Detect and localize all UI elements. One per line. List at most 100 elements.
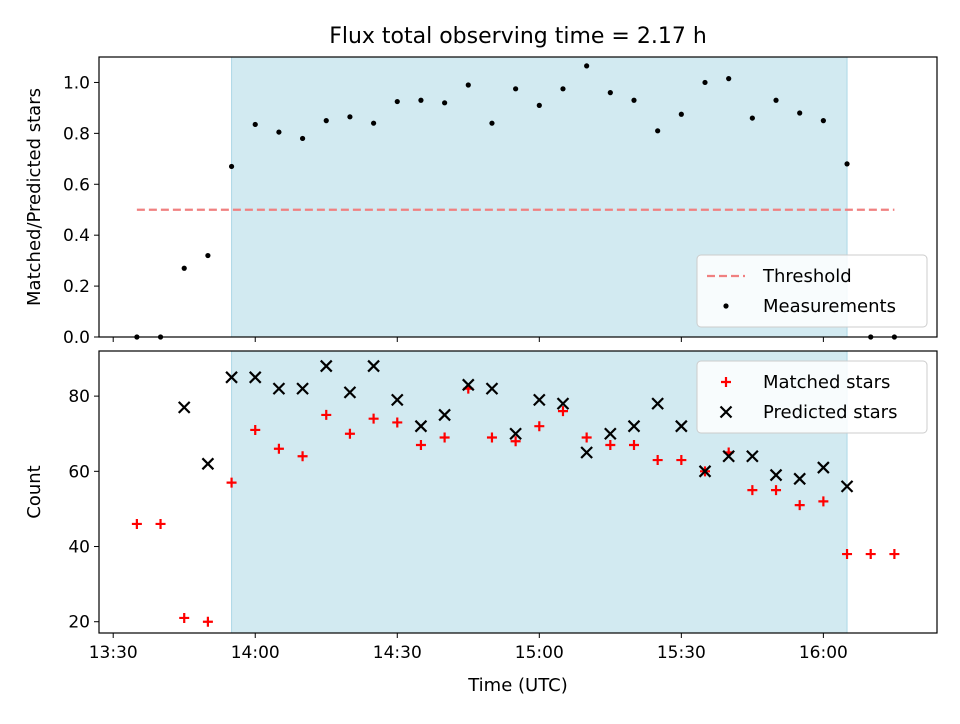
matched-star-marker [392,417,403,428]
predicted-star-marker [675,419,688,433]
x-tick-label: 14:00 [231,643,280,663]
matched-star-marker [155,518,166,529]
predicted-star-marker [651,397,664,410]
matched-star-marker [344,428,355,439]
matched-star-marker [486,432,497,443]
measurement-point [723,303,729,309]
matched-star-marker [534,421,545,432]
measurement-point [655,128,661,134]
chart-title: Flux total observing time = 2.17 h [329,24,707,49]
matched-star-marker [676,455,687,466]
legend: Threshold Measurements [696,254,928,328]
legend-box [696,360,928,434]
x-tick-label: 14:30 [373,643,422,663]
measurement-point [702,79,708,86]
measurement-point [536,102,542,108]
matched-star-marker [202,616,213,627]
y-tick-label: 1.0 [63,73,90,93]
matched-star-marker [747,485,758,496]
predicted-star-marker [462,378,475,392]
predicted-star-marker [746,450,759,463]
matched-star-marker [794,500,805,511]
predicted-star-marker [177,401,191,414]
predicted-star-marker [248,371,262,384]
measurement-point [726,76,732,82]
x-tick-label: 13:30 [89,643,138,663]
legend-label: Threshold [762,266,852,287]
measurement-point [205,252,211,259]
matched-star-marker [368,413,379,424]
measurement-point [418,97,424,103]
predicted-star-marker [769,468,783,482]
measurement-point [323,118,329,124]
matched-star-marker [652,455,663,466]
measurement-point [347,114,353,120]
predicted-star-marker [817,461,830,474]
measurement-point [228,163,235,170]
measurement-point [252,121,258,128]
y-axis-label: Count [24,465,45,518]
predicted-star-marker [225,371,238,384]
measurement-point [181,265,187,271]
measurement-point [442,100,448,106]
predicted-star-marker [722,450,735,463]
predicted-star-marker [343,386,357,399]
matched-star-marker [439,432,450,443]
measurement-point [607,90,613,96]
y-tick-label: 0.0 [63,328,90,348]
legend-label: Predicted stars [763,402,897,423]
measurement-point [560,86,566,92]
ratio-panel: 0.0 0.2 0.4 0.6 0.8 1.0 Matched/Predicted star… [24,56,938,348]
matched-star-marker [297,451,308,462]
matched-star-marker [721,377,731,387]
x-axis-label: Time (UTC) [467,675,568,696]
matched-star-marker [865,549,876,560]
predicted-star-marker [201,457,215,471]
measurement-point [773,97,779,103]
predicted-star-marker [604,427,617,440]
axes-frame [98,350,938,634]
measurement-point [678,111,684,117]
measurement-point [489,120,495,126]
predicted-star-marker [533,393,546,407]
matched-star-marker [628,440,639,450]
x-tick-label: 15:30 [657,643,706,663]
legend-label: Measurements [763,296,896,317]
matched-star-marker [605,440,616,450]
axes-frame [98,56,938,338]
measurement-point [370,120,377,126]
measurement-point [584,63,590,69]
matched-star-marker [557,406,568,417]
predicted-star-marker [272,382,286,395]
matched-star-marker [581,432,592,443]
matched-star-marker [131,518,142,529]
measurement-point [276,129,282,135]
matched-star-marker [250,424,261,435]
measurement-point [513,86,519,92]
legend: Matched stars Predicted stars [696,360,928,434]
y-axis-label: Matched/Predicted stars [24,88,45,306]
matched-star-marker [818,496,829,507]
matched-star-marker [273,443,284,454]
measurement-point [465,82,471,88]
matched-star-marker [889,549,900,560]
x-tick-label: 15:00 [515,643,564,663]
y-tick-label: 0.8 [63,124,90,144]
x-tick-label: 16:00 [799,643,848,663]
measurement-point [749,115,755,121]
predicted-star-marker [485,382,499,395]
predicted-star-marker [390,393,404,407]
legend-label: Matched stars [763,372,890,393]
predicted-star-marker [438,408,451,422]
predicted-star-marker [367,359,380,373]
measurement-point [844,161,850,167]
measurement-point [631,97,637,103]
predicted-star-marker [509,427,522,440]
measurement-point [394,98,400,105]
predicted-star-marker [296,382,309,395]
matched-star-marker [415,440,426,450]
y-tick-label: 0.6 [63,175,90,195]
y-tick-label: 0.2 [63,277,90,297]
predicted-star-marker [414,419,428,433]
y-tick-label: 20 [68,613,90,633]
